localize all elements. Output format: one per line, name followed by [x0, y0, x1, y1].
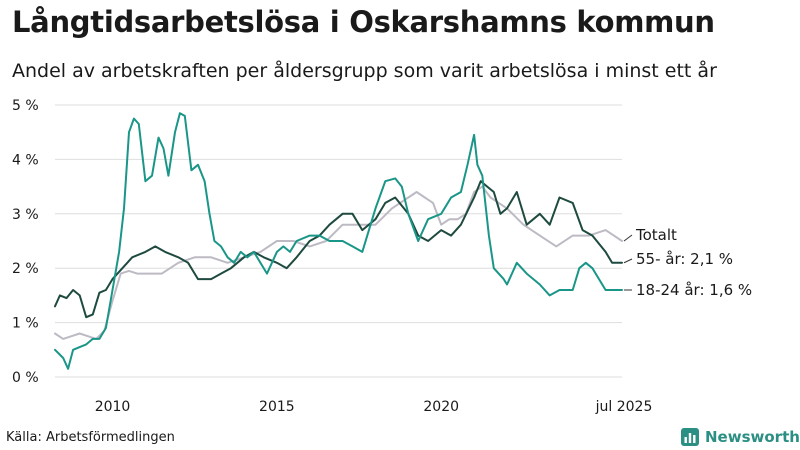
x-tick-label: 2020 [423, 399, 459, 415]
y-tick-label: 3 % [12, 207, 39, 223]
line-chart: 0 % 1 % 2 % 3 % 4 % 5 % 2010 2015 2020 jul 2025 To… [12, 98, 752, 415]
y-tick-label: 5 % [12, 98, 39, 114]
series-end-label: 55- år: 2,1 % [636, 250, 733, 268]
y-tick-label: 1 % [12, 316, 39, 332]
chart-title: Långtidsarbetslösa i Oskarshamns kommun [12, 5, 715, 39]
end-label-connector [623, 258, 633, 264]
x-tick-label: jul 2025 [595, 399, 653, 415]
series-end-label: 18-24 år: 1,6 % [636, 281, 752, 299]
y-tick-label: 4 % [12, 152, 39, 168]
x-tick-label: 2015 [259, 399, 295, 415]
series-end-label: Totalt [635, 226, 677, 244]
y-tick-label: 2 % [12, 261, 39, 277]
chart-logo-icon [681, 428, 699, 446]
end-label-connector [623, 234, 633, 242]
chart-subtitle: Andel av arbetskraften per åldersgrupp s… [12, 60, 717, 82]
brand-logo[interactable]: Newsworthy [680, 425, 800, 449]
x-tick-label: 2010 [95, 399, 131, 415]
y-tick-label: 0 % [12, 370, 39, 386]
brand-name: Newsworthy [705, 428, 800, 446]
source-credit: Källa: Arbetsförmedlingen [6, 430, 175, 445]
series-line-youth [54, 112, 623, 370]
series-line-total [54, 185, 623, 340]
series-line-senior [54, 180, 623, 319]
